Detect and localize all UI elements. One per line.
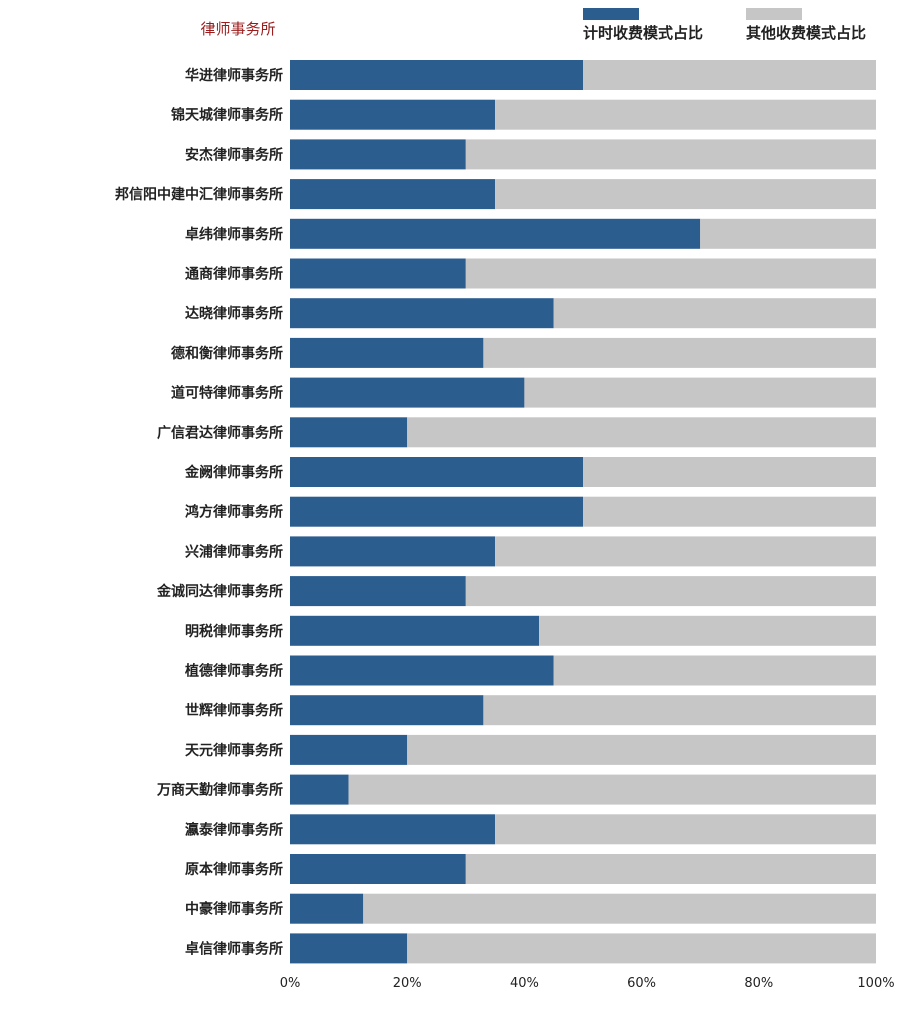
bar-hourly-4: [290, 179, 496, 210]
category-label: 邦信阳中建中汇律师事务所: [115, 186, 283, 203]
x-tick-label: 20%: [393, 976, 422, 991]
bar-other-5: [700, 218, 876, 249]
bar-hourly-5: [290, 218, 701, 249]
bars: [290, 60, 877, 964]
bar-other-13: [495, 536, 876, 567]
category-label: 金阙律师事务所: [184, 464, 283, 481]
legend-label-1: 计时收费模式占比: [583, 24, 703, 42]
category-label: 华进律师事务所: [185, 67, 283, 84]
bar-hourly-23: [290, 933, 408, 964]
category-label: 世辉律师事务所: [185, 702, 283, 719]
bar-other-23: [407, 933, 876, 964]
category-label: 通商律师事务所: [185, 266, 283, 283]
bar-other-11: [583, 457, 876, 487]
category-label: 道可特律师事务所: [171, 385, 283, 402]
category-label: 锦天城律师事务所: [171, 107, 283, 124]
category-label: 中豪律师事务所: [185, 901, 283, 918]
bar-other-6: [465, 258, 876, 289]
bar-other-16: [553, 655, 876, 686]
category-label: 鸿方律师事务所: [185, 504, 283, 521]
category-label: 万商天勤律师事务所: [156, 782, 283, 799]
category-label: 原本律师事务所: [185, 861, 283, 878]
bar-other-1: [583, 60, 876, 90]
bar-other-7: [553, 298, 876, 329]
bar-other-22: [363, 893, 876, 924]
bar-other-2: [495, 99, 876, 130]
category-label: 兴浦律师事务所: [185, 543, 283, 560]
bar-other-12: [583, 496, 876, 527]
bar-other-15: [539, 615, 876, 646]
bar-hourly-13: [290, 536, 496, 567]
legend-label-2: 其他收费模式占比: [746, 24, 866, 42]
category-label: 瀛泰律师事务所: [184, 821, 283, 838]
bar-hourly-7: [290, 298, 554, 329]
bar-hourly-16: [290, 655, 554, 686]
x-tick-label: 0%: [280, 976, 301, 991]
category-labels: 律师事务所华进律师事务所锦天城律师事务所安杰律师事务所邦信阳中建中汇律师事务所卓…: [115, 20, 283, 957]
bar-other-18: [407, 734, 876, 765]
chart-legend: 计时收费模式占比 其他收费模式占比: [583, 8, 866, 42]
bar-hourly-9: [290, 377, 525, 408]
x-tick-label: 60%: [627, 976, 656, 991]
category-label: 德和衡律师事务所: [171, 345, 283, 362]
bar-hourly-17: [290, 695, 484, 726]
bar-other-3: [465, 139, 876, 170]
x-tick-label: 80%: [744, 976, 773, 991]
bar-hourly-8: [290, 337, 484, 368]
bar-other-10: [407, 417, 876, 448]
chart-header-label: 律师事务所: [200, 20, 275, 38]
category-label: 明税律师事务所: [185, 623, 283, 640]
bar-hourly-12: [290, 496, 583, 527]
bar-hourly-22: [290, 893, 364, 924]
bar-other-21: [465, 854, 876, 884]
bar-hourly-11: [290, 457, 583, 487]
bar-hourly-19: [290, 774, 349, 805]
bar-other-17: [483, 695, 876, 726]
x-tick-label: 100%: [857, 976, 894, 991]
legend-swatch-1: [583, 8, 639, 20]
category-label: 达晓律师事务所: [185, 305, 283, 322]
bar-hourly-1: [290, 60, 583, 90]
bar-hourly-3: [290, 139, 466, 170]
x-axis: 0% 20% 40% 60% 80% 100%: [280, 976, 895, 991]
bar-hourly-14: [290, 576, 466, 607]
bar-other-9: [524, 377, 876, 408]
category-label: 卓纬律师事务所: [185, 226, 283, 243]
category-label: 安杰律师事务所: [185, 146, 283, 163]
bar-hourly-6: [290, 258, 466, 289]
bar-other-4: [495, 179, 876, 210]
x-tick-label: 40%: [510, 976, 539, 991]
category-label: 植德律师事务所: [184, 663, 283, 680]
legend-swatch-2: [746, 8, 802, 20]
bar-hourly-21: [290, 854, 466, 884]
bar-other-19: [348, 774, 877, 805]
category-label: 卓信律师事务所: [185, 940, 283, 957]
bar-hourly-2: [290, 99, 496, 130]
bar-other-14: [465, 576, 876, 607]
category-label: 广信君达律师事务所: [157, 424, 283, 441]
bar-hourly-20: [290, 814, 496, 845]
bar-hourly-18: [290, 734, 408, 765]
bar-hourly-10: [290, 417, 408, 448]
category-label: 金诚同达律师事务所: [156, 583, 283, 600]
bar-other-8: [483, 337, 876, 368]
category-label: 天元律师事务所: [185, 742, 283, 759]
bar-hourly-15: [290, 615, 540, 646]
bar-other-20: [495, 814, 876, 845]
